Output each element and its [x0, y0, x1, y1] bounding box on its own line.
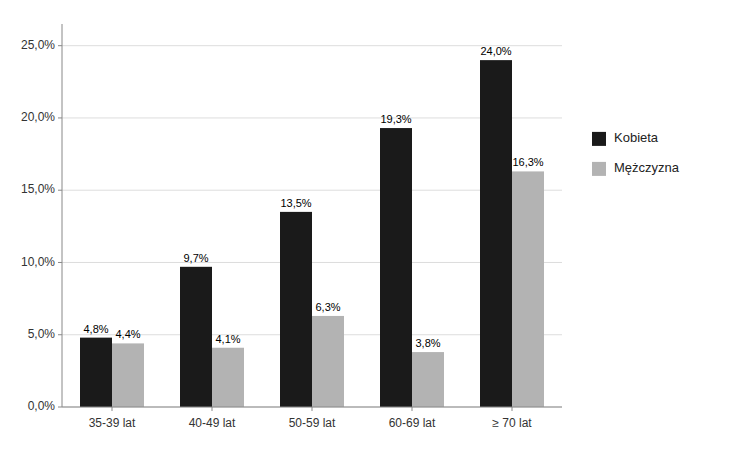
data-label: 4,4% [115, 328, 140, 340]
bars [80, 60, 544, 407]
data-label: 3,8% [415, 337, 440, 349]
bar [380, 128, 412, 407]
legend: Kobieta Mężczyzna [592, 130, 680, 176]
y-tick [58, 334, 62, 335]
legend-label: Mężczyzna [614, 160, 680, 175]
bar [180, 267, 212, 407]
y-tick-label: 15,0% [21, 182, 55, 196]
x-tick [212, 407, 213, 411]
chart-container: 0,0% 5,0% 10,0% 15,0% 20,0% 25,0% 35-39 lat 40-… [0, 0, 752, 451]
data-label: 9,7% [183, 252, 208, 264]
y-axis-line [62, 24, 63, 407]
x-tick [512, 407, 513, 411]
x-tick-label: ≥ 70 lat [492, 416, 532, 430]
y-tick [58, 262, 62, 263]
bar [280, 212, 312, 407]
bar [80, 338, 112, 407]
data-labels: 4,8% 9,7% 13,5% 19,3% 24,0% 4,4% 4,1% 6,3% 3,8% 1… [83, 45, 543, 349]
y-tick-label: 20,0% [21, 110, 55, 124]
bar [212, 348, 244, 407]
data-label: 16,3% [512, 156, 543, 168]
y-tick [58, 407, 62, 408]
y-tick [58, 45, 62, 46]
x-tick-label: 50-59 lat [289, 416, 336, 430]
grid [62, 46, 562, 407]
y-tick-label: 5,0% [28, 327, 56, 341]
x-tick [312, 407, 313, 411]
data-label: 4,1% [215, 333, 240, 345]
x-axis: 35-39 lat 40-49 lat 50-59 lat 60-69 lat ≥ 70… [89, 407, 533, 430]
y-axis: 0,0% 5,0% 10,0% 15,0% 20,0% 25,0% [21, 38, 62, 413]
y-tick [58, 190, 62, 191]
legend-swatch [592, 132, 606, 146]
data-label: 6,3% [315, 301, 340, 313]
data-label: 24,0% [480, 45, 511, 57]
x-tick-label: 35-39 lat [89, 416, 136, 430]
bar [312, 316, 344, 407]
bar [112, 343, 144, 407]
x-tick-label: 60-69 lat [389, 416, 436, 430]
data-label: 13,5% [280, 197, 311, 209]
x-tick [112, 407, 113, 411]
x-tick-label: 40-49 lat [189, 416, 236, 430]
y-tick-label: 0,0% [28, 399, 56, 413]
legend-swatch [592, 162, 606, 176]
y-tick [58, 117, 62, 118]
x-tick [412, 407, 413, 411]
data-label: 19,3% [380, 113, 411, 125]
data-label: 4,8% [83, 323, 108, 335]
chart-svg: 0,0% 5,0% 10,0% 15,0% 20,0% 25,0% 35-39 lat 40-… [0, 0, 752, 451]
y-tick-label: 10,0% [21, 255, 55, 269]
legend-label: Kobieta [614, 130, 659, 145]
bar [480, 60, 512, 407]
y-tick-label: 25,0% [21, 38, 55, 52]
bar [412, 352, 444, 407]
bar [512, 171, 544, 407]
